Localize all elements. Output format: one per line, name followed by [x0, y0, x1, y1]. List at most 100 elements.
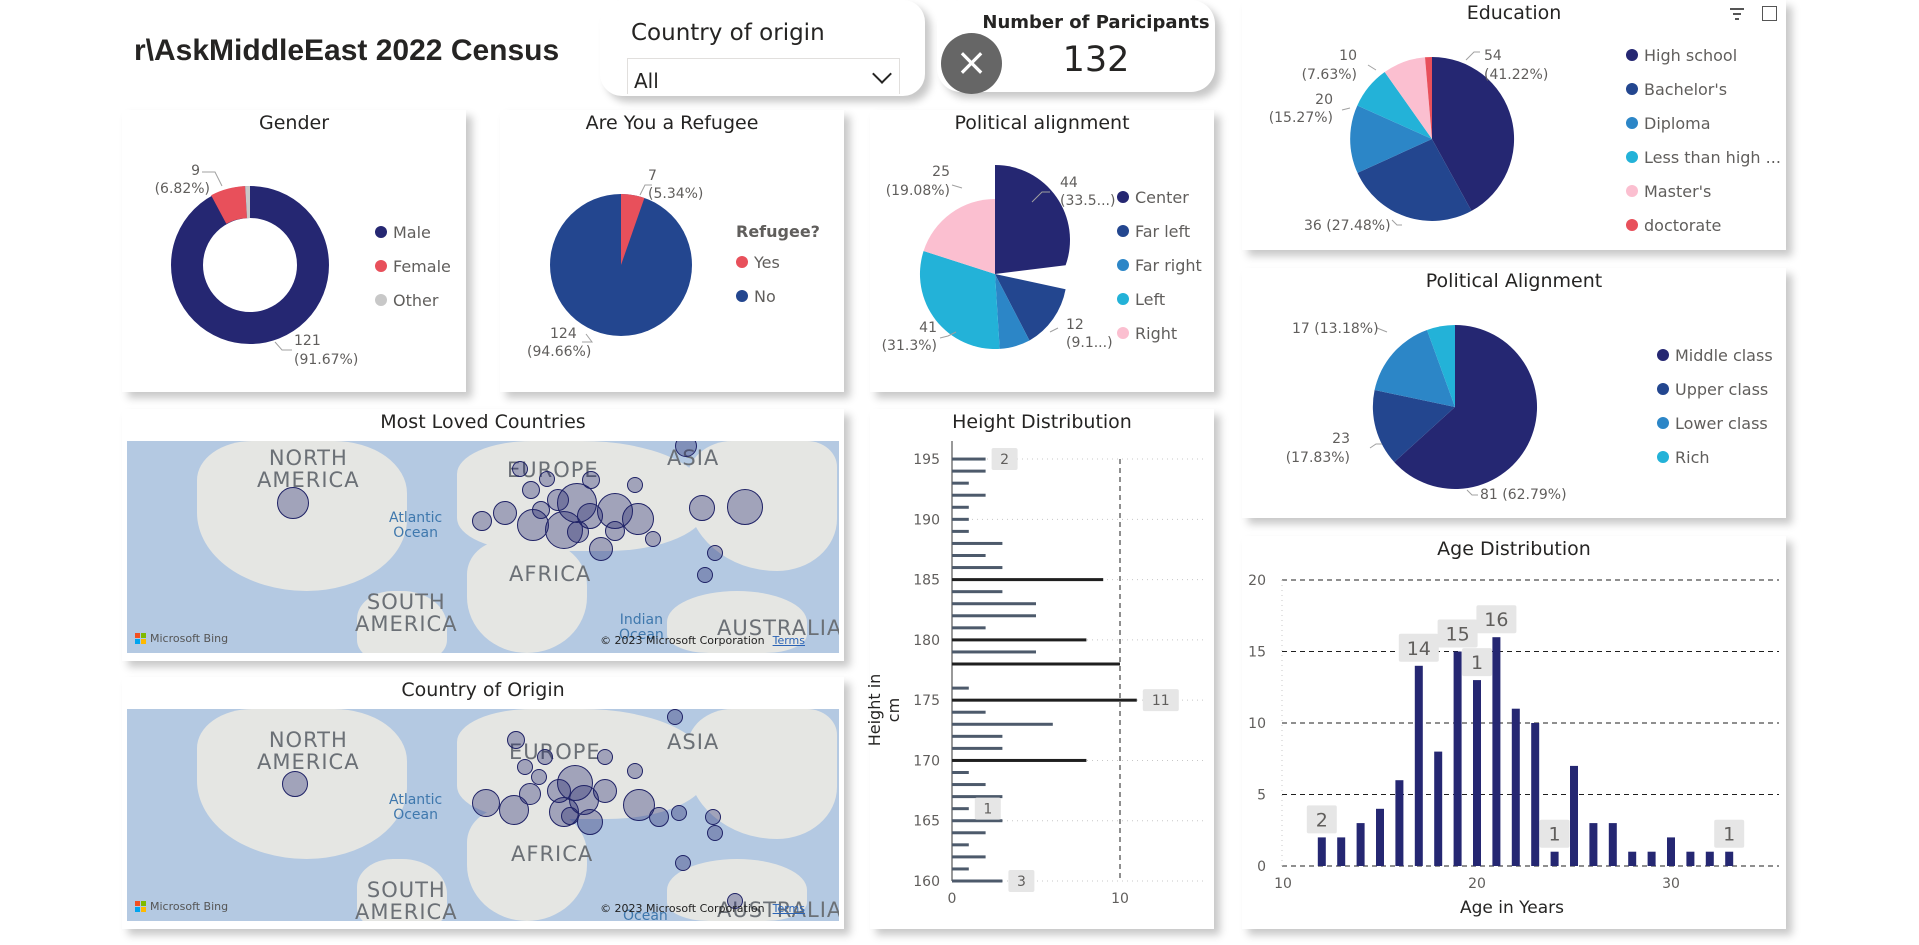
map-bubble[interactable] — [675, 855, 691, 871]
legend-item[interactable]: Far right — [1117, 248, 1202, 282]
map-bubble[interactable] — [493, 501, 517, 525]
map-bubble[interactable] — [577, 809, 603, 835]
legend-item[interactable]: Center — [1117, 180, 1202, 214]
map-bubble[interactable] — [697, 567, 713, 583]
map-bubble[interactable] — [671, 805, 687, 821]
map-bubble[interactable] — [689, 495, 715, 521]
data-label-bg — [1714, 819, 1745, 848]
y-tick-label: 185 — [913, 573, 940, 589]
map-label-europe: EUROPE — [509, 741, 601, 763]
age-bar — [1453, 651, 1462, 866]
map-bubble[interactable] — [593, 779, 617, 803]
map-bubble[interactable] — [667, 709, 683, 725]
terms-link[interactable]: Terms — [772, 902, 805, 915]
map-bubble[interactable] — [472, 789, 500, 817]
map-bubble[interactable] — [727, 893, 743, 909]
clear-filter-button[interactable]: × — [941, 33, 1002, 94]
map-bubble[interactable] — [282, 771, 308, 797]
map-bubble[interactable] — [531, 769, 547, 785]
pie-doctorate — [1425, 57, 1432, 139]
pie-far-left — [995, 274, 1066, 341]
data-label: 16 — [1484, 609, 1508, 631]
refugee-pie: 7 (5.34%) 124 (94.66%) — [527, 168, 703, 360]
legend-label: Right — [1135, 323, 1178, 343]
political-right-1: 25 — [932, 164, 950, 180]
legend-item[interactable]: Lower class — [1657, 406, 1773, 440]
map-bubble[interactable] — [705, 809, 721, 825]
map-bubble[interactable] — [675, 441, 697, 457]
filter-icon[interactable] — [1730, 8, 1744, 20]
focus-mode-icon[interactable] — [1762, 6, 1777, 21]
age-bar — [1628, 851, 1637, 866]
map-bubble[interactable] — [605, 521, 625, 541]
legend-item[interactable]: Left — [1117, 282, 1202, 316]
map-bubble[interactable] — [522, 481, 540, 499]
map-bubble[interactable] — [727, 489, 763, 525]
country-dropdown[interactable]: All — [627, 58, 900, 94]
loved-map-card: Most Loved Countries NORTH AMERICA EUROP… — [122, 409, 844, 661]
data-label: 3 — [1017, 874, 1026, 890]
terms-link[interactable]: Terms — [772, 634, 805, 647]
legend-item[interactable]: Master's — [1626, 174, 1781, 208]
map-bubble[interactable] — [582, 471, 600, 489]
map-bubble[interactable] — [707, 545, 723, 561]
age-bar — [1414, 665, 1423, 866]
height-bar — [952, 650, 1036, 654]
map-bubble[interactable] — [472, 511, 492, 531]
legend-item[interactable]: Female — [375, 249, 451, 283]
map-bubble[interactable] — [517, 759, 533, 775]
copyright-text: © 2023 Microsoft Corporation — [600, 902, 765, 915]
legend-item[interactable]: Bachelor's — [1626, 72, 1781, 106]
legend-item[interactable]: doctorate — [1626, 208, 1781, 242]
legend-item[interactable]: High school — [1626, 38, 1781, 72]
map-bubble[interactable] — [512, 461, 528, 477]
map-bubble[interactable] — [537, 749, 553, 765]
height-bar — [952, 758, 1087, 762]
age-bar — [1317, 837, 1326, 866]
map-label-australia: AUSTRALIA — [717, 617, 839, 639]
legend-dot — [736, 290, 748, 302]
legend-label: Male — [393, 222, 431, 242]
height-bar — [952, 554, 986, 557]
political-title: Political alignment — [954, 112, 1130, 134]
map-bubble[interactable] — [539, 471, 555, 487]
map-bubble[interactable] — [589, 537, 613, 561]
map-label-africa: AFRICA — [509, 563, 591, 585]
origin-map[interactable]: NORTH AMERICA EUROPE ASIA AFRICA SOUTH A… — [127, 709, 839, 921]
legend-item[interactable]: Rich — [1657, 440, 1773, 474]
legend-item[interactable]: Far left — [1117, 214, 1202, 248]
map-bubble[interactable] — [532, 501, 550, 519]
map-bubble[interactable] — [507, 731, 525, 749]
map-copyright: © 2023 Microsoft Corporation Terms — [600, 902, 805, 915]
pie-middle-class — [1394, 325, 1538, 489]
legend-item[interactable]: Other — [375, 283, 451, 317]
legend-dot — [375, 294, 387, 306]
legend-item[interactable]: Upper class — [1657, 372, 1773, 406]
map-bubble[interactable] — [649, 807, 669, 827]
map-bubble[interactable] — [627, 763, 643, 779]
loved-map[interactable]: NORTH AMERICA EUROPE ASIA AFRICA SOUTH A… — [127, 441, 839, 653]
height-bar — [952, 614, 1036, 618]
map-bubble[interactable] — [627, 477, 643, 493]
map-label-south-america: SOUTH AMERICA — [355, 879, 458, 921]
legend-item[interactable]: Less than high ... — [1626, 140, 1781, 174]
map-bubble[interactable] — [519, 783, 541, 805]
map-bubble[interactable] — [277, 487, 309, 519]
map-bubble[interactable] — [597, 749, 613, 765]
legend-item[interactable]: Yes — [736, 245, 820, 279]
height-bar — [952, 710, 986, 714]
legend-item[interactable]: Male — [375, 215, 451, 249]
legend-item[interactable]: No — [736, 279, 820, 313]
gender-card: Gender 9 (6.82%) 121 (91.67%) Male Femal… — [122, 110, 466, 392]
edu-hs-1: 54 — [1484, 48, 1502, 64]
map-bubble[interactable] — [645, 531, 661, 547]
legend-item[interactable]: Middle class — [1657, 338, 1773, 372]
age-bar — [1492, 637, 1501, 866]
legend-item[interactable]: Right — [1117, 316, 1202, 350]
map-bubble[interactable] — [707, 825, 723, 841]
map-bubble[interactable] — [622, 503, 654, 535]
height-bar — [952, 590, 1003, 594]
legend-item[interactable]: Diploma — [1626, 106, 1781, 140]
pie-less-than-hs — [1357, 72, 1432, 139]
